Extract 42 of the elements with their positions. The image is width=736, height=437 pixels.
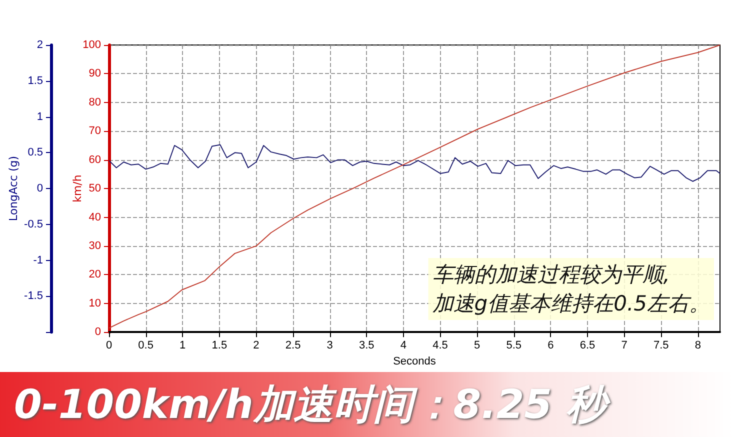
y-tick-label: 0 — [36, 182, 43, 195]
y2-tick-label: 10 — [88, 297, 101, 310]
x-tick-label: 4.5 — [432, 340, 448, 352]
x-tick-label: 6.5 — [580, 340, 596, 352]
y-tick-label: -0.5 — [24, 218, 43, 230]
x-tick-label: 5 — [474, 340, 480, 352]
x-axis-title: Seconds — [393, 356, 436, 368]
line-series — [108, 144, 720, 182]
x-tick-label: 7.5 — [653, 340, 669, 352]
y2-tick-label: 50 — [88, 182, 101, 195]
y-tick-label: -1.5 — [24, 290, 43, 302]
y2-tick-label: 100 — [82, 39, 101, 51]
x-tick-label: 5.5 — [506, 340, 522, 352]
y2-tick-label: 90 — [88, 68, 101, 80]
x-tick-label: 2 — [253, 340, 260, 352]
y2-tick-label: 20 — [88, 268, 101, 281]
x-tick-label: 1 — [180, 340, 186, 352]
y2-tick-label: 80 — [88, 96, 101, 108]
y2-tick-label: 0 — [94, 326, 101, 338]
x-tick-label: 3 — [326, 340, 333, 352]
y-tick-label: 0.5 — [28, 146, 43, 159]
y2-tick-label: 60 — [88, 154, 101, 166]
y-tick-label: 2 — [36, 39, 43, 51]
x-tick-label: 2.5 — [285, 340, 301, 352]
line-series — [108, 44, 720, 329]
annotation: 车辆的加速过程较为平顺, 加速g值基本维持在0.5左右。 — [432, 262, 710, 316]
y-tick-label: -1 — [33, 254, 43, 266]
y-tick-label: 1.5 — [28, 74, 43, 87]
y2-axis-title: km/h — [71, 174, 84, 202]
x-tick-label: 6 — [548, 340, 554, 352]
x-tick-label: 1.5 — [212, 340, 228, 352]
y-tick-label: 1 — [36, 110, 43, 123]
y-axis-title: LongAcc (g) — [7, 156, 20, 222]
x-tick-label: 8 — [694, 340, 701, 352]
x-tick-label: 3.5 — [359, 340, 374, 352]
y2-tick-label: 30 — [88, 240, 101, 252]
x-tick-label: 0.5 — [138, 340, 154, 352]
y2-tick-label: 40 — [88, 211, 101, 224]
x-tick-label: 7 — [621, 340, 628, 352]
y2-tick-label: 70 — [88, 125, 101, 138]
x-tick-label: 4 — [400, 340, 407, 352]
x-tick-label: 0 — [106, 340, 112, 352]
